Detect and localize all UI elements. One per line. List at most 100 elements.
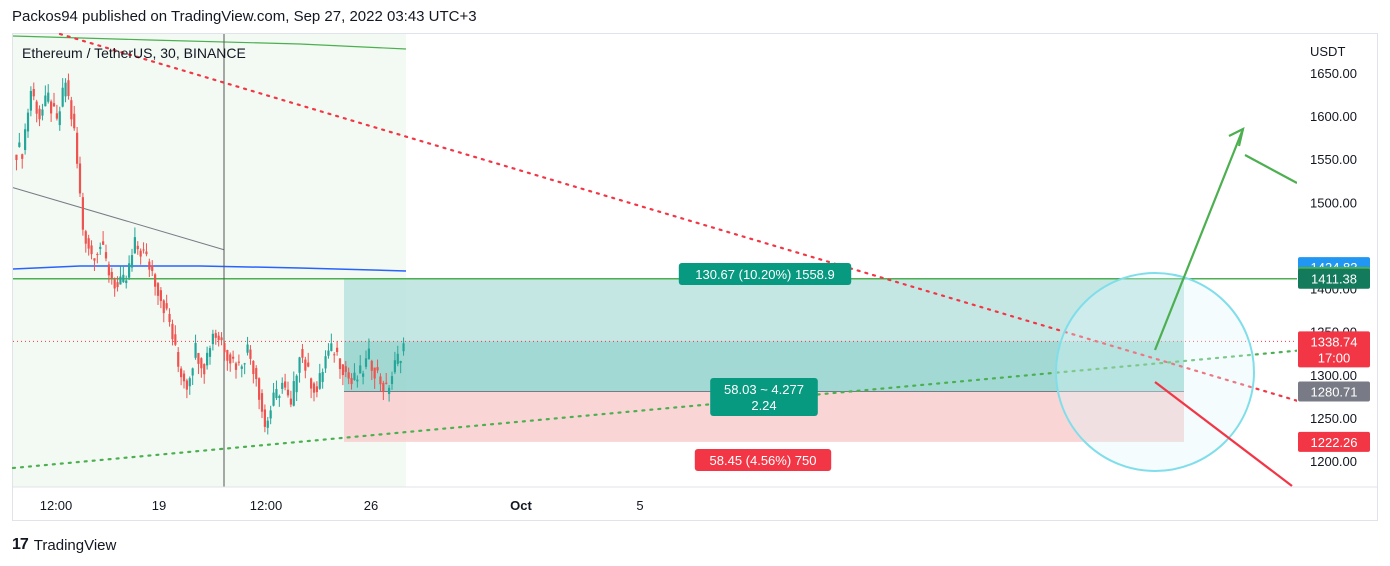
candle-body	[263, 409, 266, 427]
candle-body	[229, 354, 232, 364]
price-tag	[1298, 268, 1370, 289]
red-arrow-down	[1154, 381, 1293, 487]
candle-body	[188, 378, 191, 387]
candle-body	[249, 349, 252, 359]
price-tag	[1298, 431, 1370, 452]
candle-body	[29, 90, 32, 111]
candle-body	[67, 80, 70, 96]
candle-body	[44, 95, 47, 107]
candle-body	[301, 349, 304, 358]
candle-body	[208, 348, 212, 357]
candle-body	[154, 274, 157, 287]
highlight-circle	[1055, 272, 1255, 472]
red-dotted-trendline	[58, 32, 1299, 402]
candle-body	[151, 265, 154, 272]
candle-body	[102, 241, 105, 245]
candle-body	[177, 352, 180, 367]
candle-body	[156, 283, 160, 296]
candle-body	[243, 363, 246, 365]
candle-body	[382, 383, 385, 392]
candle-body	[312, 383, 316, 393]
green-arrowhead	[1228, 126, 1245, 147]
candle-body	[148, 261, 151, 270]
candle-body	[203, 364, 206, 375]
candle-body	[21, 154, 24, 159]
candle-body	[104, 252, 108, 259]
candle-body	[341, 364, 344, 376]
candle-body	[180, 368, 183, 378]
candle-body	[116, 282, 119, 288]
candle-body	[347, 372, 350, 379]
candle-body	[55, 113, 58, 119]
candle-body	[206, 352, 209, 366]
candle-body	[168, 313, 171, 323]
candle-body	[310, 378, 313, 389]
publish-line: Packos94 published on TradingView.com, S…	[12, 8, 477, 25]
candle-body	[64, 82, 67, 97]
candle-body	[333, 354, 336, 356]
price-tag-value: 1280.71	[1311, 384, 1358, 399]
candle-body	[237, 361, 240, 363]
candle-body	[122, 274, 125, 283]
green-arrow-up	[1153, 128, 1245, 351]
price-tag	[1298, 381, 1370, 402]
candle-body	[284, 381, 287, 388]
candle-body	[165, 303, 168, 309]
price-tag-countdown: 17:00	[1318, 350, 1351, 365]
position-label-text: 2.24	[751, 398, 776, 413]
candle-body	[58, 111, 61, 126]
tradingview-logo-icon[interactable]: 17	[12, 536, 29, 553]
candle-body	[234, 363, 238, 370]
candle-body	[255, 368, 258, 380]
candle-body	[281, 382, 284, 389]
candle-body	[107, 264, 110, 276]
price-tag	[1298, 331, 1370, 368]
candle-body	[379, 376, 382, 385]
candle-body	[145, 251, 148, 255]
green-dotted-trendline	[11, 349, 1299, 470]
candle-body	[373, 367, 376, 379]
candle-body	[174, 334, 177, 345]
candle-body	[258, 378, 261, 400]
candle-body	[344, 366, 347, 372]
brand-name[interactable]: TradingView	[33, 536, 117, 554]
candle-body	[376, 367, 379, 371]
candle-body	[367, 348, 370, 360]
grey-trendline	[12, 187, 225, 251]
y-tick-label: 1250.00	[1310, 411, 1357, 426]
candle-body	[61, 87, 64, 107]
axis-unit: USDT	[1310, 44, 1345, 59]
candle-body	[110, 271, 113, 279]
candle-body	[26, 112, 30, 132]
candle-body	[125, 280, 128, 284]
candle-body	[396, 353, 399, 364]
y-tick-label: 1600.00	[1310, 109, 1357, 124]
candle-body	[353, 372, 356, 380]
candle-body	[119, 276, 122, 285]
candle-body	[162, 300, 165, 314]
candle-body	[96, 254, 99, 256]
candle-body	[252, 361, 255, 374]
candle-body	[278, 396, 281, 398]
candle-body	[327, 350, 330, 356]
candle-body	[52, 103, 56, 107]
candle-body	[185, 380, 188, 390]
candle-body	[200, 358, 203, 369]
candle-body	[385, 382, 388, 384]
candle-body	[350, 377, 353, 385]
symbol-label: Ethereum / TetherUS, 30, BINANCE	[22, 45, 246, 61]
candle-body	[73, 113, 76, 129]
candle-body	[128, 263, 131, 278]
price-tag-value: 1411.38	[1311, 272, 1357, 287]
candle-body	[38, 108, 41, 120]
candle-body	[197, 353, 200, 364]
candle-body	[315, 386, 318, 393]
candle-body	[246, 344, 249, 353]
y-tick-label: 1300.00	[1310, 368, 1357, 383]
candle-body	[275, 388, 278, 399]
candle-body	[139, 250, 142, 257]
candle-body	[133, 237, 136, 254]
candle-body	[286, 389, 290, 396]
position-label-text: 58.03 ~ 4.277	[724, 382, 804, 397]
